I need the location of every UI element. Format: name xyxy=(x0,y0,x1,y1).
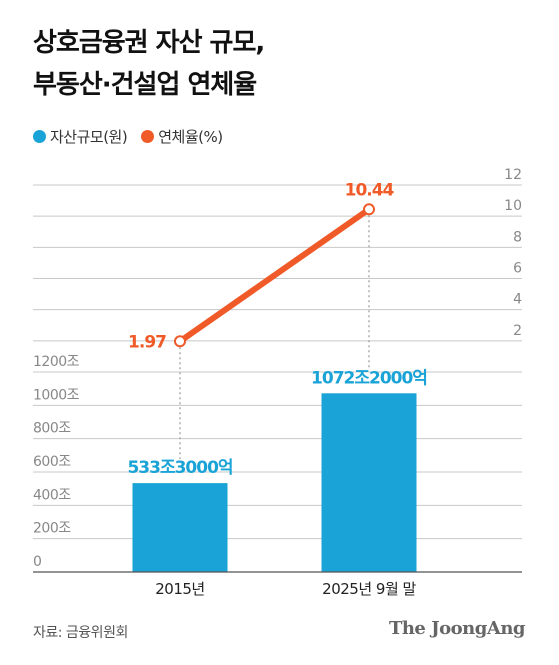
y-right-tick-label: 12 xyxy=(504,167,522,183)
y-left-tick-label: 400조 xyxy=(33,487,71,503)
legend-item-assets: 자산규모(원) xyxy=(33,126,128,147)
y-right-tick-label: 2 xyxy=(513,323,522,339)
legend-label-delinquency: 연체율(%) xyxy=(158,128,223,146)
y-right-tick-label: 10 xyxy=(504,198,522,214)
legend-dot-icon xyxy=(141,130,155,143)
y-right-tick-label: 8 xyxy=(513,229,522,245)
bar-value-label: 1072조2000억 xyxy=(311,368,427,388)
y-left-tick-label: 800조 xyxy=(33,421,71,437)
y-right-tick-label: 6 xyxy=(513,261,522,277)
bar-2 xyxy=(321,393,417,572)
brand-logo: The JoongAng xyxy=(388,618,526,639)
title-line-1: 상호금융권 자산 규모, xyxy=(33,28,265,58)
legend: 자산규모(원) 연체율(%) xyxy=(33,126,237,147)
source-note: 자료: 금융위원회 xyxy=(33,625,128,641)
x-tick-label: 2015년 xyxy=(155,580,204,598)
line-value-label: 10.44 xyxy=(345,180,395,200)
y-left-tick-label: 1000조 xyxy=(33,387,80,403)
line-point-1 xyxy=(174,335,186,348)
line-value-label: 1.97 xyxy=(128,332,166,352)
legend-item-delinquency: 연체율(%) xyxy=(141,126,223,147)
delinquency-line xyxy=(177,206,372,345)
y-right-tick-label: 4 xyxy=(513,292,522,308)
y-left-tick-label: 1200조 xyxy=(33,354,80,370)
title-line-2: 부동산·건설업 연체율 xyxy=(33,70,257,100)
x-tick-label: 2025년 9월 말 xyxy=(322,580,416,598)
line-point-2 xyxy=(363,203,375,216)
y-left-tick-label: 600조 xyxy=(33,454,71,470)
legend-dot-icon xyxy=(33,130,46,143)
chart-title: 상호금융권 자산 규모, 부동산·건설업 연체율 xyxy=(33,22,265,106)
bar-value-label: 533조3000억 xyxy=(127,458,232,478)
y-left-tick-label: 200조 xyxy=(33,521,71,537)
y-left-tick-label: 0 xyxy=(33,554,41,570)
legend-label-assets: 자산규모(원) xyxy=(50,128,128,146)
bar-1 xyxy=(132,483,228,572)
